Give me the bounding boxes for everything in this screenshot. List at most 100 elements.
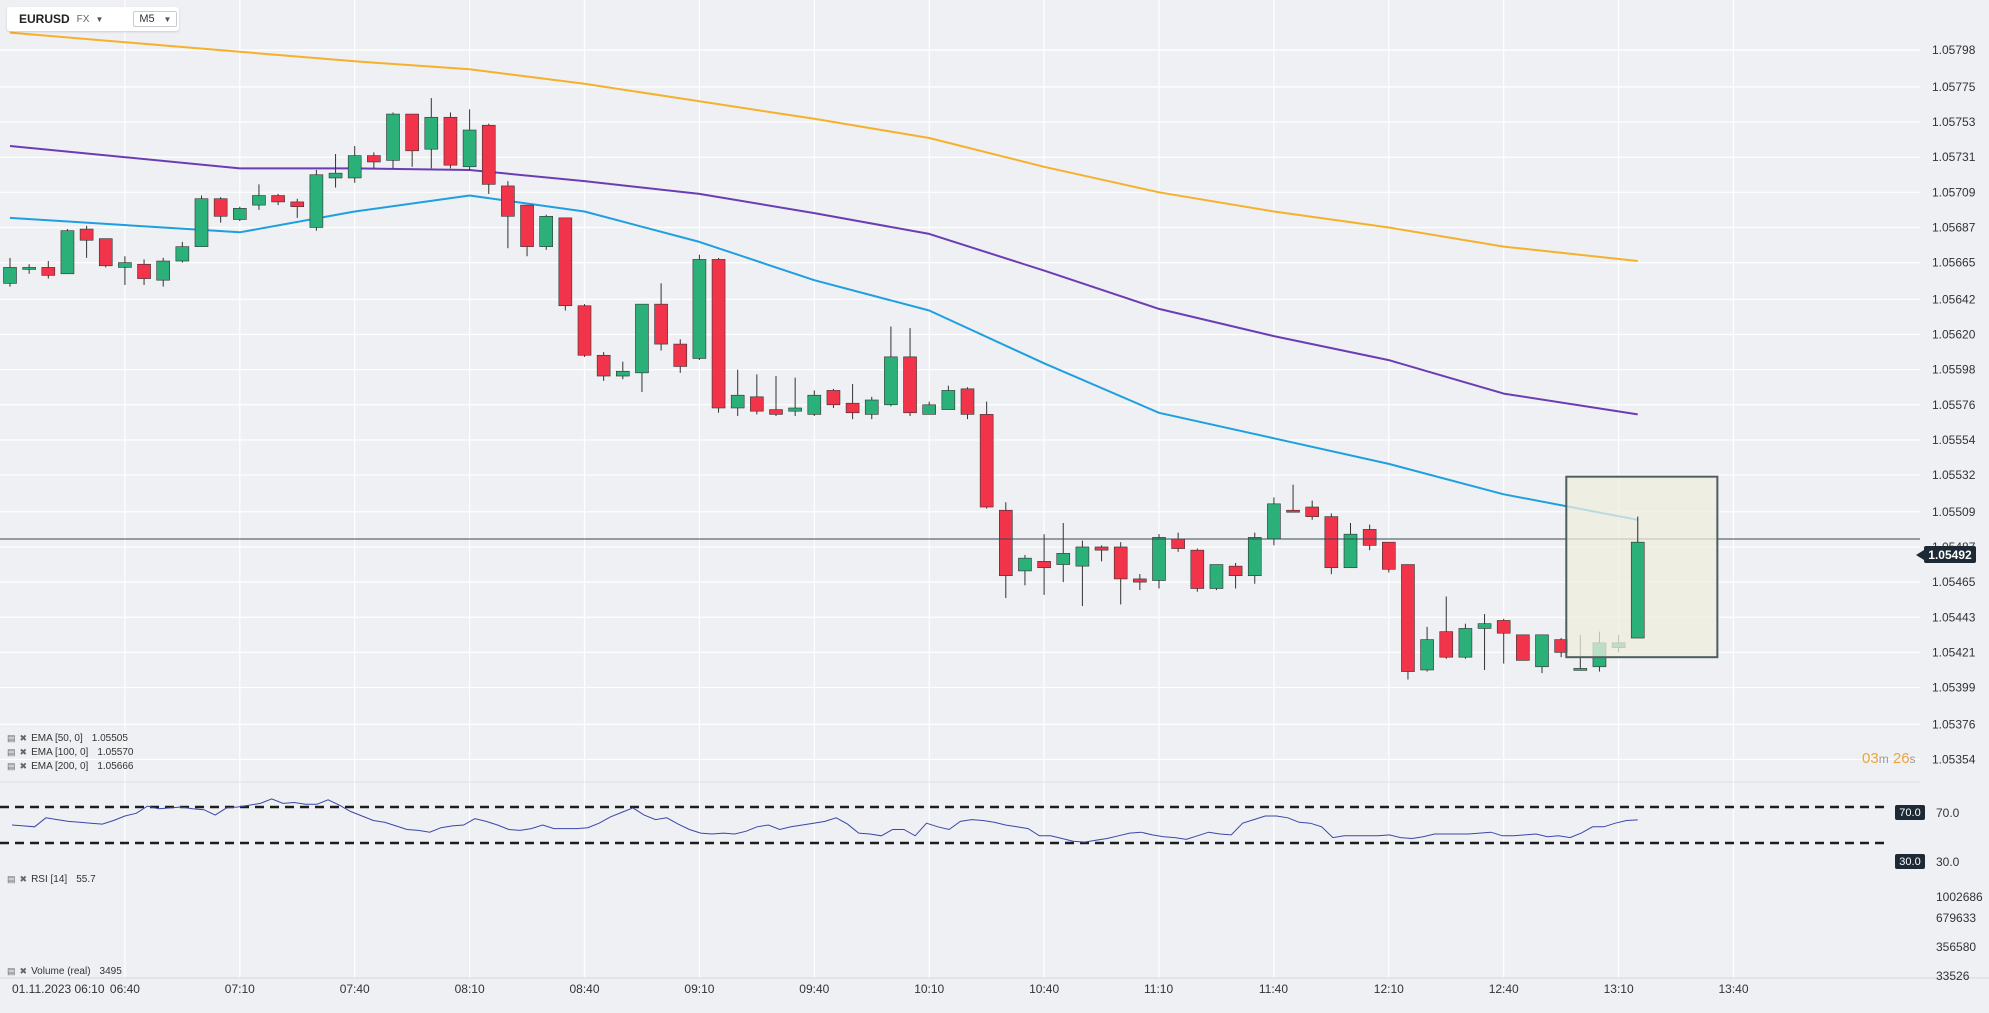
candle-body (1305, 506, 1319, 517)
symbol-dropdown-icon[interactable]: ▼ (95, 14, 104, 24)
timeframe-select[interactable]: M5 ▼ (133, 11, 178, 27)
candle-body (405, 113, 419, 152)
candle-body (1267, 503, 1281, 540)
candle-body (539, 215, 554, 247)
settings-icon[interactable]: ▤ (7, 966, 16, 976)
candle-body (1037, 561, 1051, 569)
price-tick-label: 1.05731 (1932, 150, 1976, 164)
candle-body (1094, 546, 1109, 551)
candle-body (711, 259, 726, 409)
candle (1382, 541, 1396, 573)
candle-body (156, 260, 170, 281)
price-tick-label: 1.05399 (1932, 681, 1976, 695)
price-tick-label: 1.05709 (1932, 185, 1976, 199)
candle (1420, 626, 1434, 672)
candle (1516, 634, 1530, 661)
time-tick-label: 09:40 (799, 982, 829, 996)
price-axis[interactable]: 1.05798 1.05775 1.05753 1.05731 1.05709 1.056… (1932, 43, 1976, 766)
candle-body (1420, 639, 1434, 671)
candle-body (864, 399, 879, 415)
candle (903, 328, 917, 416)
countdown-minutes: 03 (1862, 750, 1879, 767)
highlight-rectangle[interactable] (1565, 475, 1719, 659)
candle-body (213, 198, 228, 217)
candle-body (1382, 541, 1396, 570)
candle-body (941, 390, 956, 410)
candle (884, 326, 898, 407)
ema-lines (9, 31, 1638, 521)
candle (1056, 523, 1071, 583)
candle (922, 401, 937, 415)
candle-body (194, 198, 209, 247)
rsi-pane (0, 798, 1890, 845)
candle (1496, 618, 1511, 664)
time-tick-label: 08:40 (570, 982, 600, 996)
candle-body (1573, 668, 1588, 671)
candlestick-series (0, 98, 1920, 680)
indicator-volume: ▤ ✖ Volume (real) 3495 (7, 966, 122, 977)
candle-body (769, 409, 783, 415)
time-tick-label: 08:10 (455, 982, 485, 996)
time-tick-label: 11:40 (1259, 982, 1288, 996)
candle-body (788, 407, 802, 412)
time-axis[interactable]: 01.11.2023 06:10 06:40 07:10 07:40 08:10 08:4… (12, 982, 1749, 996)
candle (998, 502, 1013, 599)
close-icon[interactable]: ✖ (19, 733, 28, 743)
candle (864, 396, 879, 420)
symbol-name[interactable]: EURUSD (19, 12, 70, 26)
rsi-lower-label: 30.0 (1936, 855, 1960, 869)
rsi-upper-label: 70.0 (1936, 806, 1960, 820)
candle-body (481, 124, 496, 185)
candle (271, 193, 285, 206)
candle (175, 241, 190, 263)
candle (1535, 634, 1549, 674)
volume-tick-label: 33526 (1936, 969, 1970, 983)
candle (1401, 564, 1415, 680)
candle-body (328, 172, 343, 179)
candle (60, 229, 75, 275)
candle (730, 369, 745, 416)
price-tick-label: 1.05642 (1932, 292, 1976, 306)
candle (3, 257, 17, 287)
candle-body (596, 354, 611, 377)
candle (118, 256, 132, 285)
timeframe-dropdown-icon[interactable]: ▼ (163, 14, 172, 24)
settings-icon[interactable]: ▤ (7, 733, 16, 743)
settings-icon[interactable]: ▤ (7, 747, 16, 757)
candle (539, 214, 554, 250)
candle-body (1477, 623, 1492, 629)
candle (252, 184, 266, 210)
indicator-label: EMA [100, 0] (31, 747, 89, 758)
close-icon[interactable]: ✖ (19, 874, 28, 884)
candle (750, 374, 764, 415)
candle-body (41, 267, 56, 276)
candle-body (118, 262, 132, 268)
countdown-seconds: 26 (1892, 750, 1910, 767)
close-icon[interactable]: ✖ (19, 761, 28, 771)
indicator-label: EMA [50, 0] (31, 733, 83, 744)
candle (1362, 524, 1377, 551)
rsi-lower-tag: 30.0 (1895, 854, 1925, 869)
indicator-value: 55.7 (76, 874, 96, 885)
time-tick-label: 06:40 (110, 982, 140, 996)
ema100-line (9, 145, 1638, 416)
candle-body (1152, 537, 1166, 581)
candle (194, 195, 209, 247)
candle (501, 181, 515, 249)
candle-body (3, 267, 17, 284)
settings-icon[interactable]: ▤ (7, 874, 16, 884)
candle-body (22, 267, 36, 270)
volume-axis: 1002686 679633 356580 33526 (1936, 890, 1983, 983)
close-icon[interactable]: ✖ (19, 966, 28, 976)
close-icon[interactable]: ✖ (19, 747, 28, 757)
candle-body (309, 174, 324, 228)
candle (769, 376, 783, 416)
price-tick-label: 1.05509 (1932, 505, 1976, 519)
candle (367, 152, 381, 169)
settings-icon[interactable]: ▤ (7, 761, 16, 771)
price-tick-label: 1.05798 (1932, 43, 1976, 57)
candle (1018, 554, 1032, 586)
candle (692, 254, 707, 361)
candle (98, 238, 113, 268)
